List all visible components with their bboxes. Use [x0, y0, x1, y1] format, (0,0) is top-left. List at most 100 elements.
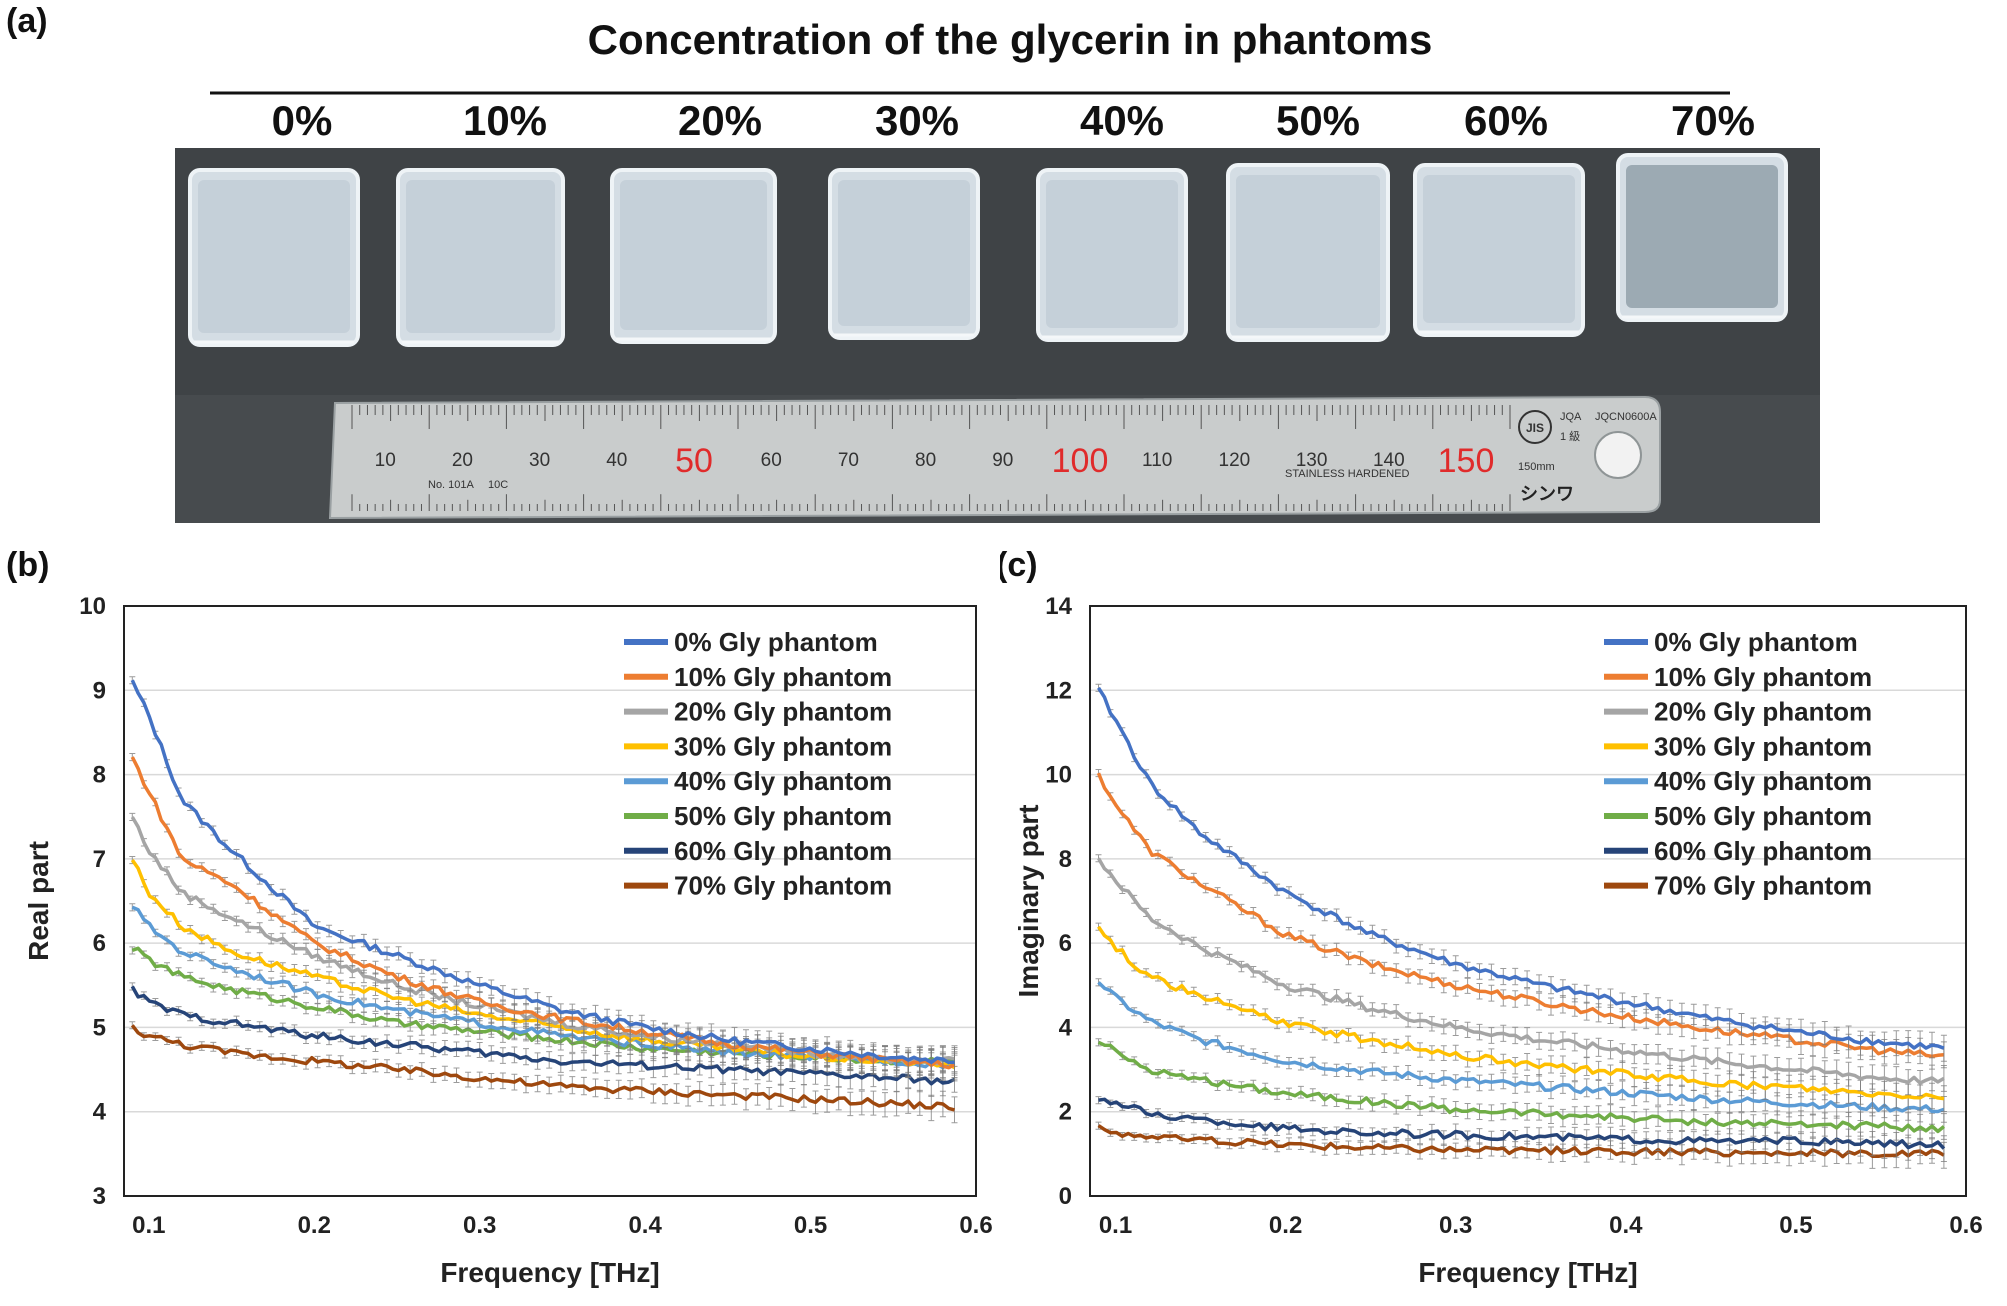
series-line	[130, 816, 955, 1066]
real-x-axis-title: Frequency [THz]	[440, 1257, 659, 1288]
x-tick-label: 0.4	[1609, 1212, 1643, 1239]
y-tick-label: 12	[1045, 677, 1072, 704]
real-panel-label: (b)	[6, 546, 49, 584]
chart-imaginary-part: (c) 0 2 4 6 8 10 12 14 0.1 0.2 0.3 0.4 0.5 0.6 Frequenc…	[1000, 546, 1983, 1288]
y-tick-label: 8	[1059, 846, 1072, 873]
panel-a-label: (a)	[6, 2, 48, 40]
y-tick-label: 6	[93, 930, 106, 957]
series-line-60-gly-phantom	[129, 982, 958, 1097]
x-tick-label: 0.5	[794, 1212, 827, 1239]
imag-x-axis-title: Frequency [THz]	[1418, 1257, 1637, 1288]
series-line	[1097, 925, 1945, 1101]
ruler-number: 100	[1052, 442, 1109, 480]
series-line	[130, 756, 956, 1070]
error-bars	[1095, 978, 1947, 1125]
series-line-0-gly-phantom	[1095, 683, 1947, 1062]
series-line	[1096, 772, 1945, 1059]
ruler-hang-hole	[1594, 431, 1642, 479]
photo-title: Concentration of the glycerin in phantom…	[588, 16, 1433, 63]
legend-item: 0% Gly phantom	[1604, 627, 1858, 657]
legend-label: 0% Gly phantom	[674, 627, 878, 657]
legend-label: 70% Gly phantom	[1654, 871, 1872, 901]
series-line	[130, 985, 956, 1086]
imag-legend: 0% Gly phantom 10% Gly phantom 20% Gly pha…	[1604, 627, 1872, 901]
imag-panel-label: (c)	[1000, 546, 1038, 584]
real-y-axis-title: Real part	[23, 841, 54, 961]
legend-label: 10% Gly phantom	[674, 662, 892, 692]
series-line	[1097, 981, 1945, 1114]
imag-y-axis-title: Imaginary part	[1013, 805, 1044, 998]
legend-label: 0% Gly phantom	[1654, 627, 1858, 657]
phantom-block	[188, 168, 360, 347]
legend-label: 60% Gly phantom	[1654, 836, 1872, 866]
ruler-number: 150	[1438, 442, 1495, 480]
x-tick-label: 0.4	[628, 1212, 662, 1239]
concentration-labels: 0% 10% 20% 30% 40% 50% 60% 70%	[272, 97, 1755, 144]
y-tick-label: 5	[93, 1014, 106, 1041]
ruler-numbers: 10 20 30 40 50 60 70 80 90 100 110 120 130 140 150	[375, 442, 1495, 480]
jis-badge-text: JIS	[1526, 421, 1544, 435]
y-tick-label: 10	[79, 593, 106, 620]
y-tick-label: 4	[1059, 1014, 1073, 1041]
y-tick-label: 2	[1059, 1099, 1072, 1126]
legend-label: 40% Gly phantom	[674, 766, 892, 796]
phantom-blocks	[188, 153, 1788, 347]
concentration-label: 40%	[1080, 97, 1164, 144]
ruler-model-text: No. 101A	[428, 479, 475, 491]
imag-plot-area	[1089, 605, 1967, 1197]
y-tick-label: 3	[93, 1183, 106, 1210]
series-line	[1097, 1040, 1946, 1134]
real-gridlines	[124, 605, 976, 1197]
ruler-stainless-text: STAINLESS HARDENED	[1285, 468, 1410, 480]
series-line-70-gly-phantom	[129, 1021, 958, 1124]
phantom-block	[396, 168, 565, 347]
legend-label: 60% Gly phantom	[674, 836, 892, 866]
ruler-number: 130	[1296, 450, 1328, 471]
phantom-block	[1226, 163, 1390, 342]
x-tick-label: 0.1	[1099, 1212, 1132, 1239]
concentration-label: 30%	[875, 97, 959, 144]
series-line	[1097, 1124, 1945, 1159]
x-tick-label: 0.3	[1439, 1212, 1472, 1239]
ruler-ticks	[351, 405, 1511, 511]
series-line-30-gly-phantom	[1095, 922, 1947, 1112]
legend-label: 20% Gly phantom	[1654, 697, 1872, 727]
x-tick-label: 0.1	[132, 1212, 165, 1239]
legend-item: 70% Gly phantom	[1604, 871, 1872, 901]
series-line-60-gly-phantom	[1095, 1096, 1947, 1162]
series-line	[130, 679, 955, 1065]
ruler-number: 70	[838, 450, 859, 471]
ruler-number: 120	[1219, 450, 1251, 471]
phantom-block	[1036, 168, 1188, 342]
ruler-cert-text: JQCN0600A	[1595, 411, 1657, 423]
imag-gridlines	[1090, 605, 1966, 1197]
panel-a-photo-figure: (a) Concentration of the glycerin in pha…	[6, 2, 1820, 523]
ruler-number: 140	[1373, 450, 1405, 471]
legend-item: 50% Gly phantom	[1604, 801, 1872, 831]
ruler-number: 50	[675, 442, 713, 480]
series-line-0-gly-phantom	[129, 676, 958, 1076]
phantom-block	[1616, 153, 1788, 322]
ruler-number: 40	[606, 450, 627, 471]
y-tick-label: 14	[1045, 593, 1072, 620]
ruler-number: 30	[529, 450, 550, 471]
legend-label: 50% Gly phantom	[674, 801, 892, 831]
legend-label: 70% Gly phantom	[674, 871, 892, 901]
legend-item: 30% Gly phantom	[1604, 731, 1872, 761]
phantom-block	[610, 168, 777, 344]
series-line	[131, 946, 955, 1067]
series-line	[131, 905, 956, 1070]
chart-real-part: (b) 3 4 5 6 7 8 9 10 0.1 0.2 0.3 0.4 0.5 0.6 Frequency …	[6, 546, 993, 1288]
series-line-40-gly-phantom	[1095, 978, 1947, 1125]
phantom-block	[828, 168, 980, 340]
legend-item: 50% Gly phantom	[624, 801, 892, 831]
y-tick-label: 10	[1045, 762, 1072, 789]
phantom-block	[1413, 163, 1585, 337]
x-tick-label: 0.5	[1779, 1212, 1812, 1239]
x-tick-label: 0.6	[959, 1212, 992, 1239]
legend-item: 60% Gly phantom	[624, 836, 892, 866]
legend-item: 0% Gly phantom	[624, 627, 878, 657]
ruler-number: 110	[1142, 450, 1172, 471]
legend-item: 10% Gly phantom	[1604, 662, 1872, 692]
